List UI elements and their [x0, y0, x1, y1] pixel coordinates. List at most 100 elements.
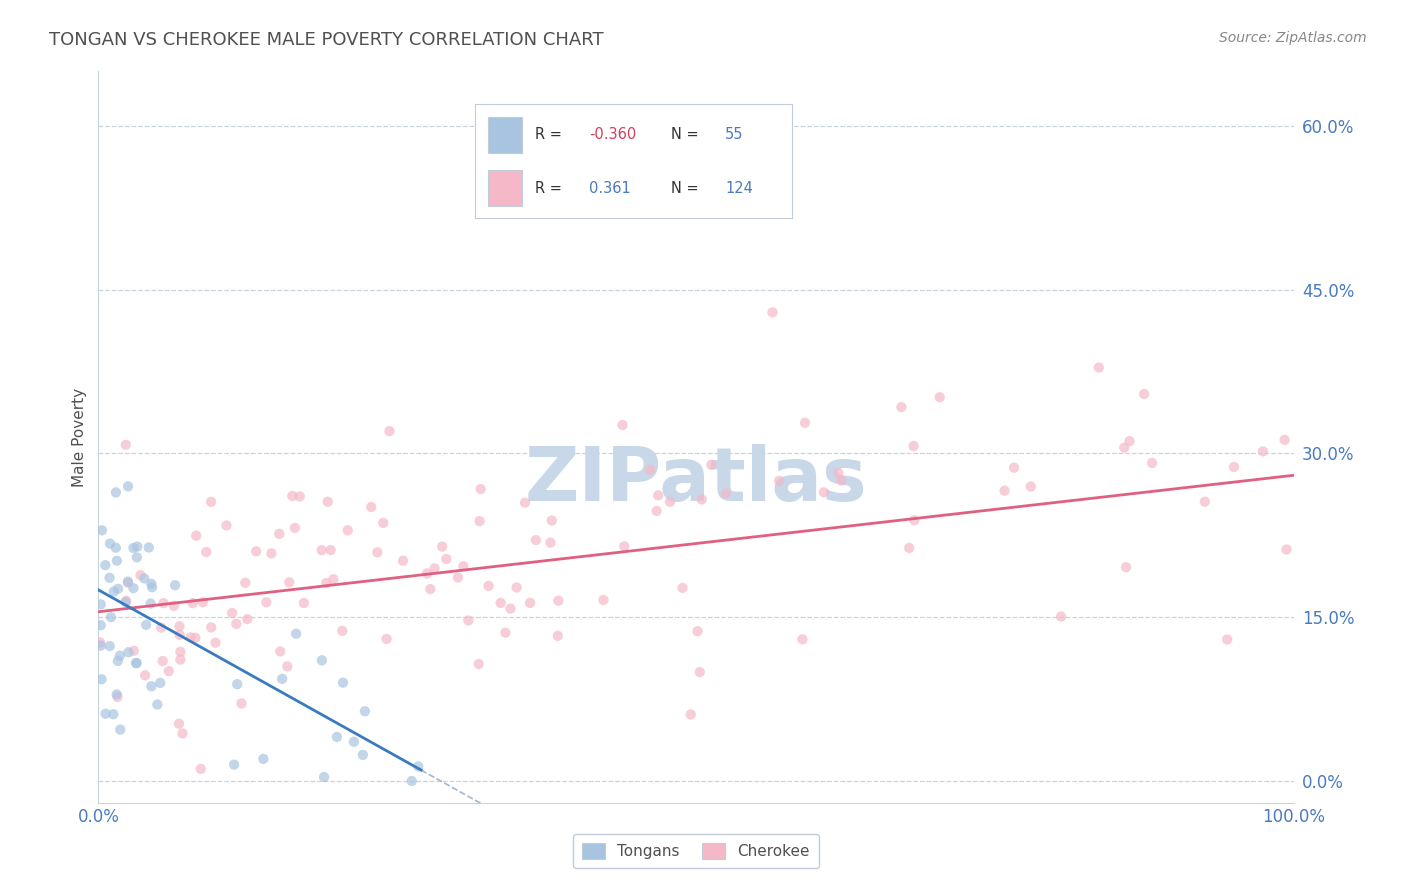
Point: [1088, 360, 1111, 375]
Point: [149, 676, 172, 690]
Point: [1019, 479, 1042, 493]
Point: [352, 747, 374, 762]
Point: [172, 726, 194, 740]
Point: [540, 514, 562, 528]
Point: [215, 518, 238, 533]
Point: [671, 581, 693, 595]
Point: [231, 697, 253, 711]
Point: [312, 770, 335, 784]
Point: [195, 545, 218, 559]
Point: [117, 479, 139, 493]
Point: [90, 618, 112, 632]
Text: Source: ZipAtlas.com: Source: ZipAtlas.com: [1219, 31, 1367, 45]
Point: [419, 582, 441, 596]
Point: [326, 730, 349, 744]
Point: [406, 759, 429, 773]
Legend: Tongans, Cherokee: Tongans, Cherokee: [572, 834, 820, 868]
Point: [316, 494, 339, 508]
Point: [1223, 459, 1246, 474]
Point: [252, 752, 274, 766]
Point: [890, 400, 912, 414]
Point: [794, 416, 817, 430]
Point: [457, 614, 479, 628]
Point: [401, 774, 423, 789]
Point: [638, 463, 661, 477]
Point: [679, 707, 702, 722]
Point: [107, 690, 129, 704]
Point: [103, 707, 125, 722]
Point: [221, 606, 243, 620]
Point: [129, 568, 152, 582]
Point: [311, 653, 333, 667]
Point: [1275, 542, 1298, 557]
Point: [169, 652, 191, 666]
Point: [813, 485, 835, 500]
Point: [768, 474, 790, 488]
Point: [453, 559, 475, 574]
Point: [150, 621, 173, 635]
Point: [830, 474, 852, 488]
Point: [375, 632, 398, 646]
Point: [1115, 560, 1137, 574]
Point: [278, 575, 301, 590]
Point: [1216, 632, 1239, 647]
Point: [122, 644, 145, 658]
Point: [447, 570, 470, 584]
Point: [505, 581, 527, 595]
Point: [378, 424, 401, 438]
Point: [1133, 387, 1156, 401]
Point: [134, 572, 156, 586]
Point: [90, 598, 112, 612]
Point: [107, 654, 129, 668]
Point: [276, 659, 298, 673]
Point: [645, 504, 668, 518]
Point: [104, 541, 127, 555]
Point: [311, 543, 333, 558]
Point: [98, 536, 121, 550]
Point: [330, 624, 353, 638]
Point: [489, 596, 512, 610]
Point: [612, 417, 634, 432]
Point: [90, 524, 112, 538]
Point: [200, 620, 222, 634]
Point: [94, 558, 117, 573]
Point: [117, 575, 139, 590]
Point: [269, 526, 291, 541]
Point: [547, 629, 569, 643]
Point: [1140, 456, 1163, 470]
Point: [169, 628, 191, 642]
Point: [513, 496, 536, 510]
Point: [647, 488, 669, 502]
Point: [1251, 444, 1274, 458]
Text: TONGAN VS CHEROKEE MALE POVERTY CORRELATION CHART: TONGAN VS CHEROKEE MALE POVERTY CORRELAT…: [49, 31, 603, 49]
Point: [524, 533, 547, 548]
Point: [117, 645, 139, 659]
Point: [152, 654, 174, 668]
Point: [686, 624, 709, 639]
Point: [547, 593, 569, 607]
Point: [319, 543, 342, 558]
Point: [288, 490, 311, 504]
Point: [392, 554, 415, 568]
Point: [254, 595, 277, 609]
Point: [146, 698, 169, 712]
Point: [468, 657, 491, 671]
Point: [898, 541, 921, 555]
Point: [98, 639, 121, 653]
Point: [315, 576, 337, 591]
Point: [903, 513, 925, 527]
Point: [90, 672, 112, 686]
Point: [792, 632, 814, 647]
Point: [103, 584, 125, 599]
Point: [285, 626, 308, 640]
Point: [761, 305, 783, 319]
Point: [245, 544, 267, 558]
Point: [468, 514, 491, 528]
Point: [186, 529, 208, 543]
Point: [122, 581, 145, 595]
Point: [105, 554, 128, 568]
Point: [125, 656, 148, 670]
Point: [226, 677, 249, 691]
Point: [366, 545, 388, 559]
Point: [284, 521, 307, 535]
